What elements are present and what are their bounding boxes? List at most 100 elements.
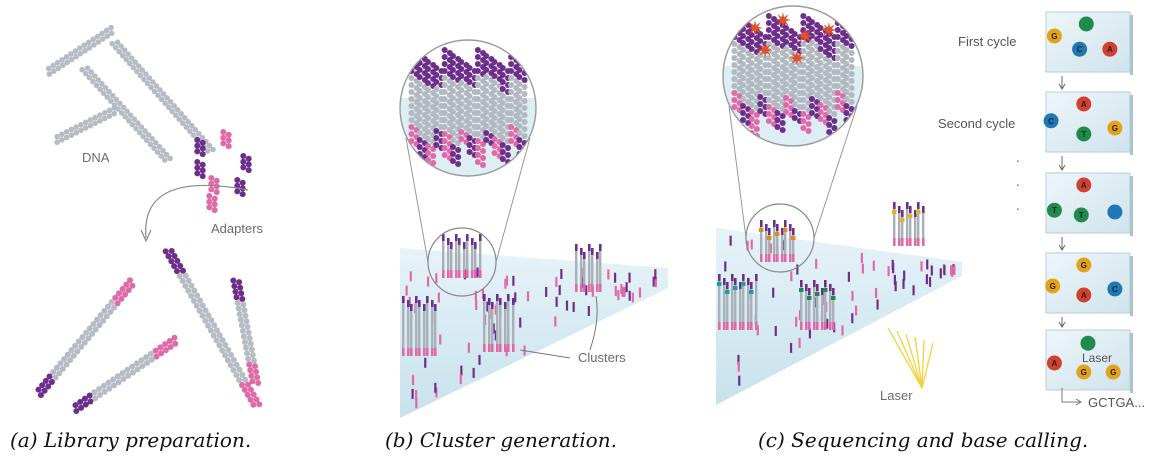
bead [73,408,80,415]
base-signal [1046,355,1062,371]
bead [126,277,133,284]
primer [494,330,497,341]
bead [817,46,824,52]
zoom-source-ring [745,203,815,273]
bead [243,344,250,351]
bead [765,13,772,19]
cluster-strand [917,202,920,246]
bead [834,69,841,75]
bead [233,372,240,379]
bead [111,382,118,389]
cluster-cap [832,288,835,295]
bead [499,135,506,141]
bead [474,82,481,88]
bead [234,182,241,189]
bead [808,89,815,95]
bead [48,378,55,385]
bead [808,19,815,25]
primer [439,334,442,345]
bead [97,112,103,119]
bead [843,40,850,46]
bead [100,382,107,389]
primer [435,273,438,284]
bead [54,139,60,146]
bead [458,59,465,65]
bead [136,129,143,136]
bead [516,144,523,150]
bead [213,189,220,196]
bead [126,117,132,124]
cluster-tag [807,296,812,300]
bead [103,313,110,320]
cluster-base [768,254,771,262]
clusters-pointer [519,295,598,359]
bead [416,95,423,101]
base-letter: C [1077,45,1083,54]
base-signal [1046,28,1062,44]
bead [101,115,108,122]
cluster-base [580,284,583,292]
bead [430,153,437,159]
bead [848,50,855,56]
bead [240,158,247,165]
bead [213,177,220,184]
bead [521,98,528,104]
primer [474,290,477,301]
cluster-cap [781,228,784,235]
primer [789,342,793,353]
bead [774,103,781,109]
bead [408,117,415,123]
cluster-base [455,270,458,278]
cluster-base [499,344,502,352]
cluster-base [747,322,750,330]
bead [194,137,201,143]
cluster-base [726,322,729,330]
bead [187,128,193,134]
bead [508,82,515,88]
bead [791,80,798,86]
bead [166,337,173,344]
bead [757,101,764,107]
bead [826,80,833,86]
bead [68,56,75,63]
bead [425,115,432,121]
primer [847,271,850,282]
bead [425,101,432,107]
cluster-cap [813,280,816,287]
cluster-base [407,348,410,356]
bead [196,297,203,304]
bead [516,123,523,129]
primer [841,325,844,336]
bead [91,42,97,48]
dna-strand [72,334,179,415]
primer [628,290,631,301]
laser-beam [905,333,923,389]
primer [504,278,507,289]
dna-strand [162,248,263,408]
bead [466,142,473,148]
bead [441,89,448,95]
bead [425,59,432,65]
bead [731,27,738,33]
bead [96,386,103,393]
bead [235,305,242,312]
cycle-arrowhead [1058,321,1066,328]
primer [826,318,829,329]
bead [140,133,146,140]
bead [757,108,764,114]
bead [516,88,523,94]
bead [79,334,86,341]
bead [516,95,523,101]
bead [499,65,506,71]
bead [129,121,136,128]
cluster-tag [767,236,772,240]
bead [774,96,781,102]
bead [253,368,260,375]
bead [416,81,423,87]
bead [826,59,833,65]
bead [222,342,229,349]
bead [52,374,59,381]
bead [182,272,189,279]
bead [39,382,46,389]
